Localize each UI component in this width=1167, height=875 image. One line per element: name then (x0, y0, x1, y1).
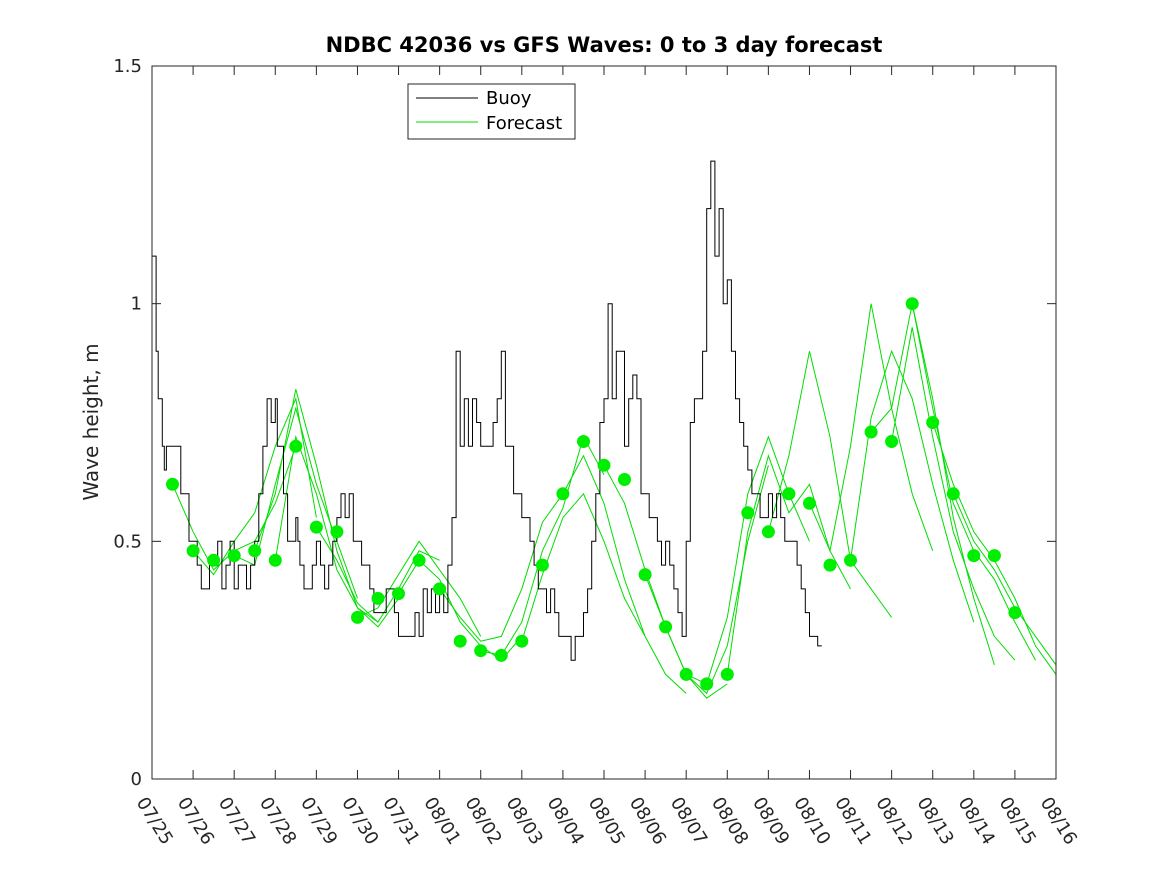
forecast-marker-2 (186, 544, 200, 558)
forecast-line-7 (357, 540, 482, 637)
buoy-line (152, 160, 822, 661)
forecast-marker-19 (535, 558, 549, 572)
buoy-series (152, 160, 822, 661)
forecast-line-21 (891, 327, 1016, 661)
forecast-line-11 (521, 492, 646, 642)
forecast-marker-27 (700, 677, 714, 691)
forecast-marker-28 (720, 667, 734, 681)
forecast-line-5 (274, 434, 399, 628)
forecast-marker-16 (474, 644, 488, 658)
forecast-marker-35 (864, 425, 878, 439)
forecast-line-17 (767, 351, 893, 618)
forecast-marker-23 (618, 473, 631, 486)
forecast-line-6 (315, 526, 440, 623)
forecast-marker-24 (638, 568, 652, 582)
chart-title: NDBC 42036 vs GFS Waves: 0 to 3 day fore… (326, 33, 883, 57)
forecast-line-20 (870, 303, 995, 666)
forecast-marker-17 (494, 648, 508, 662)
y-tick-label: 0 (131, 769, 142, 790)
forecast-markers (166, 297, 1022, 691)
legend: Buoy Forecast (407, 83, 576, 140)
forecast-marker-4 (227, 549, 241, 563)
forecast-marker-33 (823, 558, 837, 572)
forecast-line-2 (192, 396, 317, 576)
forecast-line-12 (562, 454, 687, 694)
forecast-marker-32 (803, 496, 816, 510)
y-tick-label: 1.5 (113, 56, 142, 77)
forecast-marker-14 (433, 582, 447, 596)
forecast-marker-1 (166, 477, 179, 491)
forecast-marker-18 (515, 634, 529, 648)
forecast-marker-12 (392, 587, 405, 601)
forecast-marker-26 (679, 667, 693, 681)
y-axis: 0 0.5 1 1.5 (113, 56, 1056, 790)
forecast-marker-29 (741, 506, 755, 520)
y-tick-label: 1 (131, 294, 142, 315)
forecast-marker-3 (207, 553, 221, 567)
forecast-marker-5 (248, 544, 262, 558)
forecast-marker-42 (1008, 606, 1022, 620)
forecast-marker-31 (782, 487, 796, 501)
forecast-marker-22 (597, 458, 611, 472)
forecast-marker-34 (844, 553, 857, 567)
y-axis-label: Wave height, m (79, 343, 103, 500)
forecast-marker-38 (926, 416, 940, 429)
y-tick-label: 0.5 (113, 531, 142, 552)
forecast-marker-13 (412, 553, 426, 567)
forecast-marker-37 (905, 297, 919, 311)
forecast-line-9 (439, 493, 564, 642)
forecast-line-19 (850, 349, 975, 623)
forecast-line-24 (952, 493, 1057, 666)
forecast-marker-30 (761, 525, 775, 539)
forecast-marker-41 (987, 549, 1001, 563)
forecast-marker-10 (351, 610, 364, 624)
forecast-marker-20 (556, 487, 570, 501)
forecast-marker-9 (330, 525, 344, 539)
legend-buoy-label: Buoy (486, 88, 532, 109)
forecast-marker-15 (453, 634, 467, 648)
forecast-marker-11 (371, 591, 385, 605)
forecast-marker-6 (268, 553, 282, 567)
forecast-marker-8 (309, 520, 323, 534)
legend-box (407, 83, 576, 140)
forecast-marker-39 (946, 487, 960, 501)
forecast-marker-7 (289, 439, 303, 453)
forecast-line-18 (809, 303, 934, 553)
forecast-marker-36 (885, 435, 899, 448)
forecast-marker-25 (659, 620, 673, 634)
forecast-marker-40 (967, 549, 981, 563)
legend-forecast-label: Forecast (486, 113, 562, 134)
forecast-marker-21 (577, 435, 590, 448)
